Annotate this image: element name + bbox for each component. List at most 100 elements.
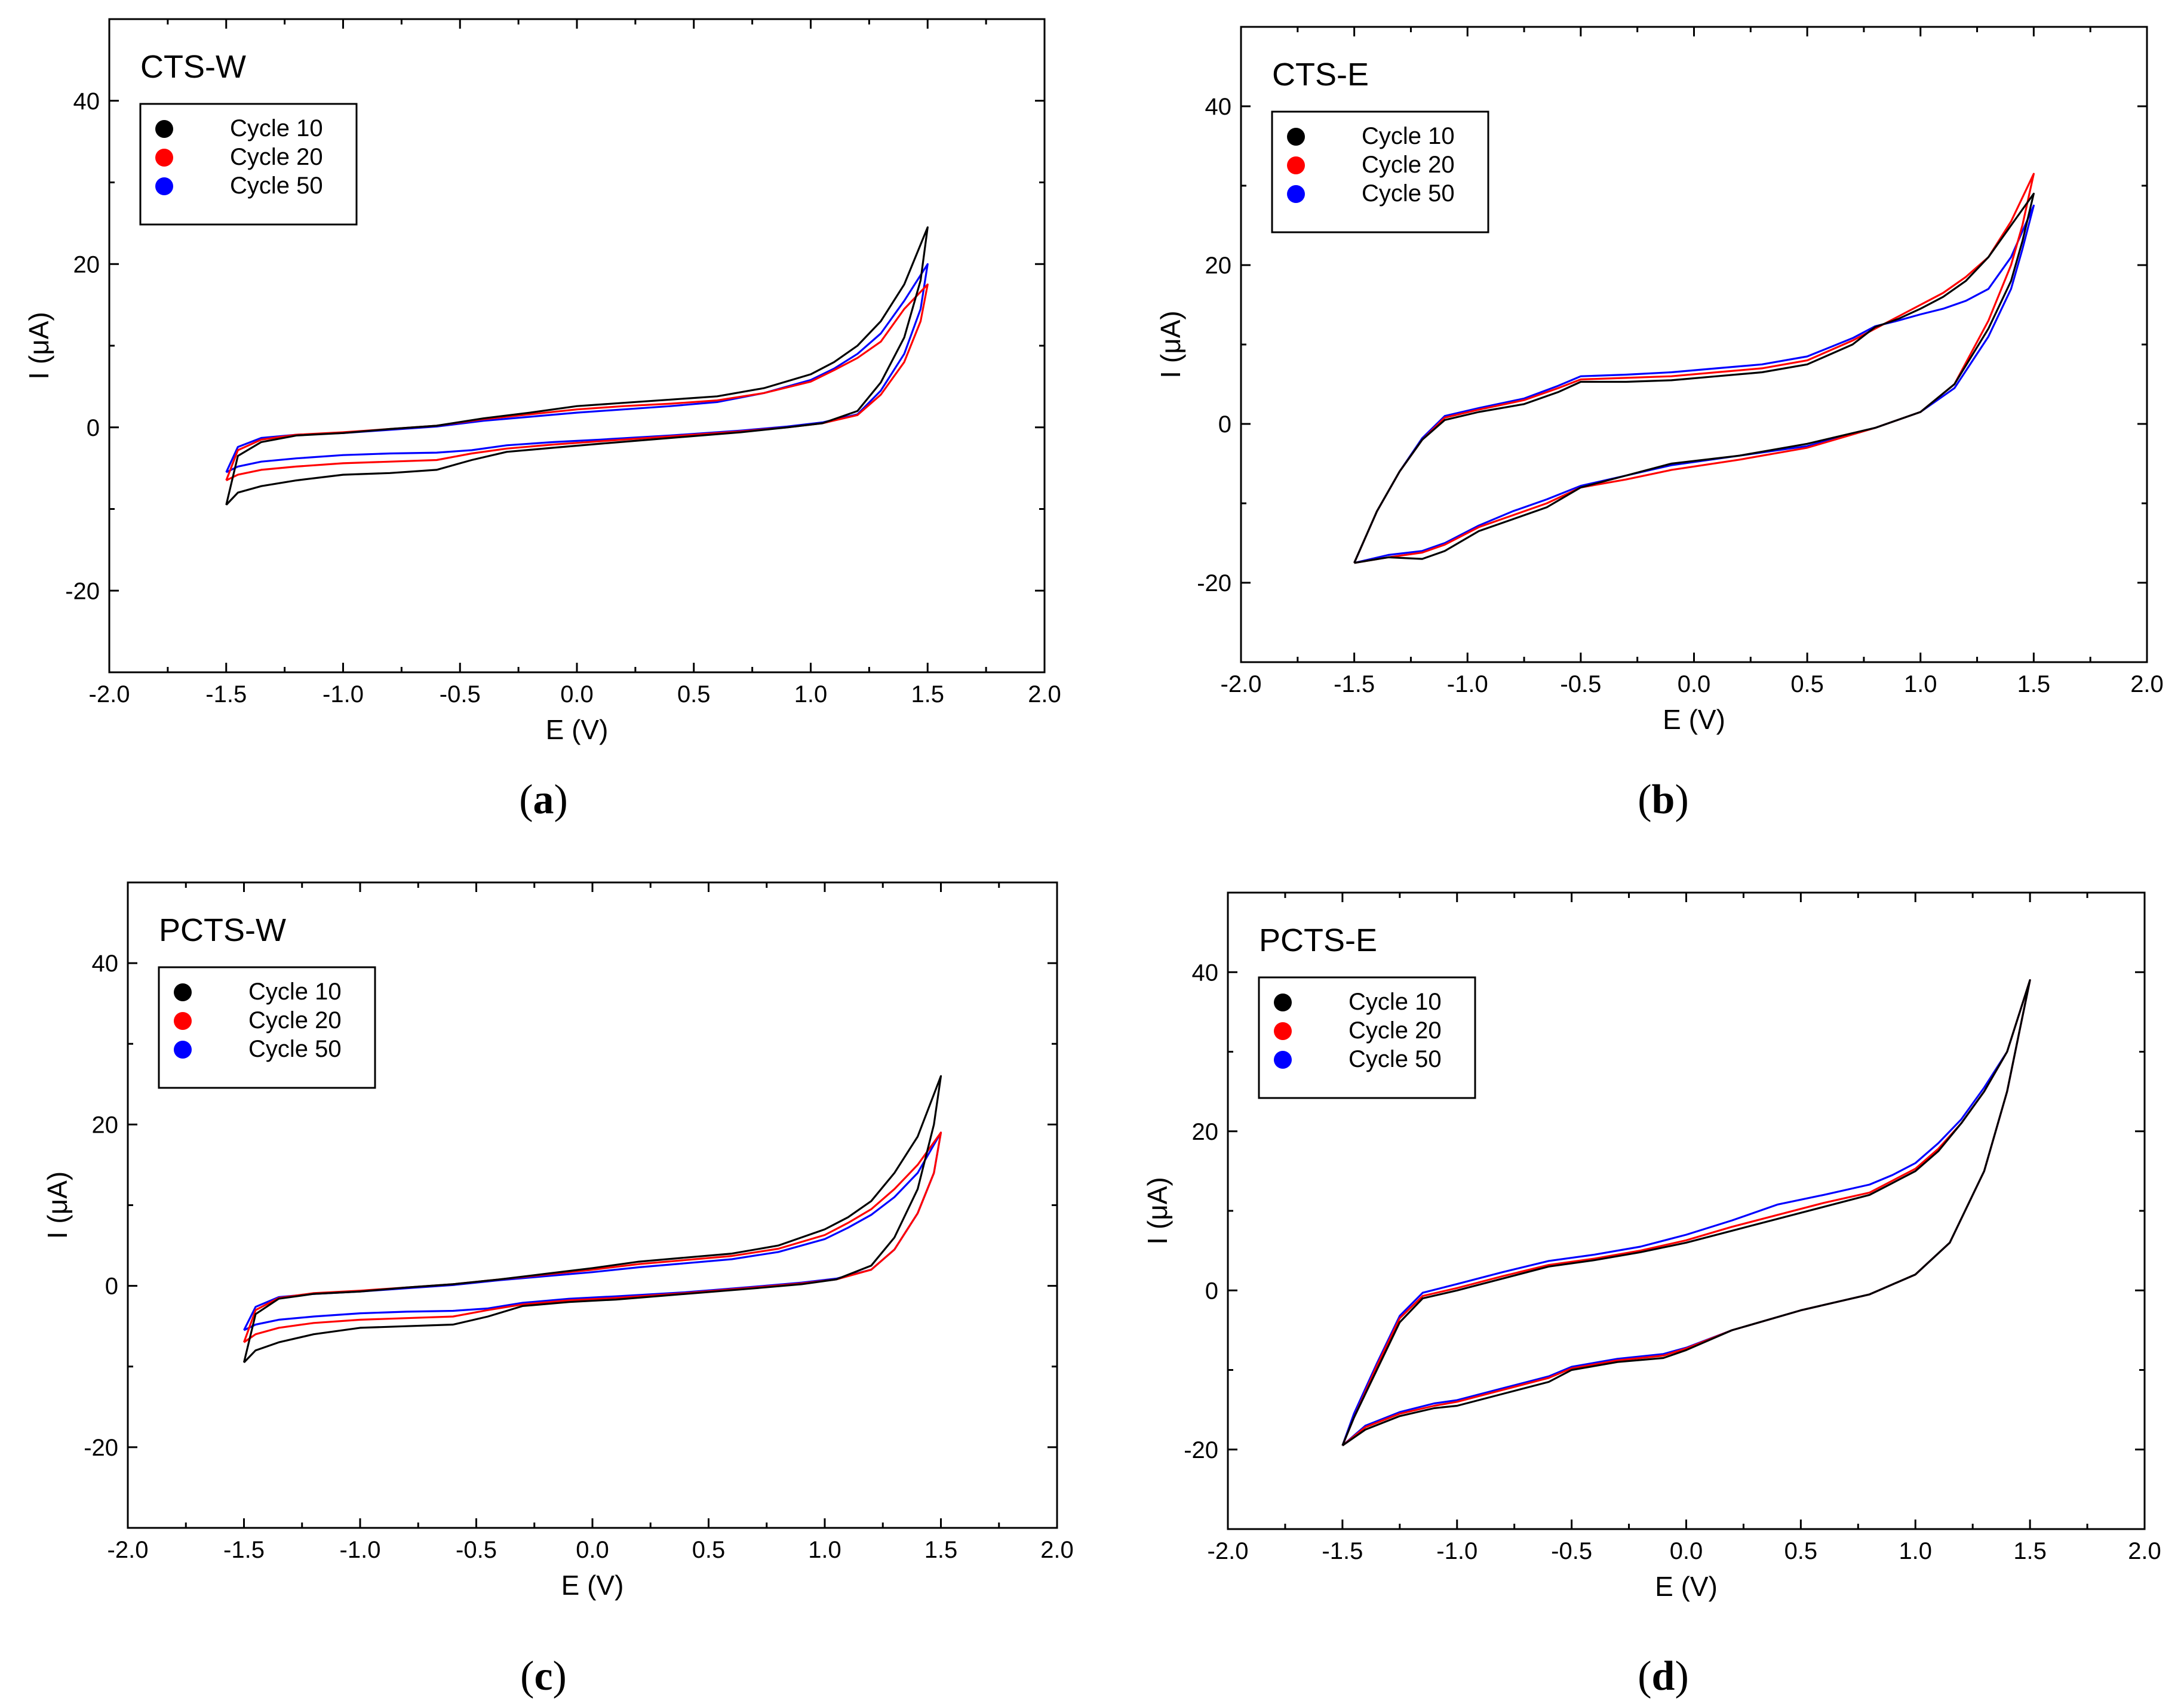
y-axis-title: I (μA) (42, 1171, 73, 1239)
panel-title: PCTS-W (159, 912, 286, 948)
x-tick-label: 0.0 (560, 681, 594, 708)
x-tick-label: -1.5 (223, 1537, 265, 1563)
x-tick-label: 0.5 (677, 681, 711, 708)
legend-label: Cycle 10 (248, 979, 342, 1005)
legend-marker (1287, 185, 1305, 203)
legend-marker (1274, 994, 1292, 1011)
series-line-cycle-50 (1353, 204, 2035, 564)
y-tick-label: 40 (1192, 959, 1219, 986)
x-tick-label: -0.5 (1560, 671, 1601, 697)
legend-marker (174, 983, 192, 1001)
x-tick-label: 1.5 (911, 681, 944, 708)
x-tick-label: 0.5 (1784, 1538, 1818, 1564)
series-line-cycle-10 (1353, 192, 2035, 564)
series-line-cycle-20 (242, 1131, 942, 1343)
panel-caption: (c) (520, 1653, 567, 1699)
x-tick-label: 1.5 (924, 1537, 958, 1563)
x-tick-label: -0.5 (1551, 1538, 1592, 1564)
x-tick-label: 1.0 (794, 681, 828, 708)
legend-box (158, 966, 376, 1089)
x-tick-label: -1.0 (322, 681, 364, 708)
x-tick-label: 0.0 (576, 1537, 609, 1563)
x-tick-label: 1.5 (2013, 1538, 2047, 1564)
legend-marker (155, 120, 173, 138)
panel-title: CTS-W (140, 49, 246, 85)
x-tick-label: -2.0 (1208, 1538, 1249, 1564)
x-tick-label: 0.5 (692, 1537, 726, 1563)
x-axis-title: E (V) (1663, 704, 1725, 735)
x-tick-label: -1.0 (1436, 1538, 1477, 1564)
caption-letter: b (1652, 777, 1675, 823)
caption-letter: a (533, 777, 554, 823)
legend-marker (155, 177, 173, 195)
legend-label: Cycle 50 (248, 1036, 342, 1062)
panel-title: CTS-E (1272, 57, 1369, 93)
y-tick-label: 20 (73, 251, 100, 278)
y-tick-label: -20 (65, 578, 100, 604)
panel-title: PCTS-E (1259, 922, 1377, 958)
y-tick-label: 0 (1218, 411, 1231, 438)
x-tick-label: -1.5 (1334, 671, 1375, 697)
x-tick-label: 0.0 (1670, 1538, 1703, 1564)
x-tick-label: 1.0 (1904, 671, 1937, 697)
y-tick-label: 40 (73, 88, 100, 115)
legend-label: Cycle 20 (248, 1007, 342, 1034)
legend-label: Cycle 50 (1349, 1046, 1442, 1072)
series-line-cycle-10 (1341, 979, 2031, 1447)
chart-panel-c: -2.0 -1.5 -1.0 -0.5 0.0 0.5 1.0 1.5 2.0 -20 0 20 40 E… (42, 881, 1074, 1699)
series-line-cycle-20 (225, 283, 929, 482)
panel-caption: (d) (1638, 1653, 1689, 1699)
y-tick-label: -20 (1197, 570, 1231, 596)
x-tick-label: -1.5 (1322, 1538, 1363, 1564)
legend-marker (174, 1012, 192, 1030)
chart-panel-d: -2.0 -1.5 -1.0 -0.5 0.0 0.5 1.0 1.5 2.0 -20 0 20 40 E… (1142, 891, 2161, 1699)
legend-label: Cycle 50 (230, 173, 323, 199)
y-axis-title: I (μA) (1155, 310, 1186, 378)
x-tick-label: 1.5 (2017, 671, 2051, 697)
y-axis-title: I (μA) (23, 312, 54, 379)
series-line-cycle-10 (242, 1075, 942, 1364)
x-axis-title: E (V) (561, 1570, 624, 1601)
x-tick-label: 2.0 (2130, 671, 2164, 697)
panel-caption: (b) (1638, 777, 1689, 823)
x-tick-label: 2.0 (1028, 681, 1061, 708)
y-tick-label: 0 (105, 1274, 118, 1300)
legend-marker (1274, 1022, 1292, 1040)
x-tick-label: 0.0 (1678, 671, 1711, 697)
legend-label: Cycle 20 (1349, 1017, 1442, 1044)
y-tick-label: 20 (92, 1112, 119, 1138)
x-tick-label: -2.0 (89, 681, 130, 708)
y-axis-title: I (μA) (1142, 1177, 1173, 1244)
legend-label: Cycle 10 (230, 115, 323, 142)
legend-box (139, 103, 358, 226)
x-tick-label: -1.0 (340, 1537, 381, 1563)
y-tick-label: 20 (1205, 253, 1232, 279)
x-tick-label: 1.0 (808, 1537, 841, 1563)
y-tick-label: 40 (92, 951, 119, 977)
y-tick-label: -20 (1184, 1437, 1218, 1463)
legend-label: Cycle 50 (1362, 180, 1455, 207)
y-tick-label: 0 (1205, 1278, 1218, 1304)
legend-label: Cycle 10 (1349, 989, 1442, 1015)
x-tick-label: -1.0 (1447, 671, 1488, 697)
legend-label: Cycle 20 (1362, 152, 1455, 178)
legend-box (1258, 976, 1476, 1099)
x-tick-label: 1.0 (1899, 1538, 1932, 1564)
x-tick-label: 0.5 (1790, 671, 1824, 697)
x-tick-label: 2.0 (2128, 1538, 2161, 1564)
y-tick-label: 40 (1205, 94, 1232, 120)
x-axis-title: E (V) (1655, 1571, 1718, 1602)
caption-letter: c (534, 1653, 552, 1699)
chart-panel-b: -2.0 -1.5 -1.0 -0.5 0.0 0.5 1.0 1.5 2.0 -20 0 20 40 E… (1155, 26, 2164, 823)
panel-caption: (a) (519, 777, 568, 823)
series-line-cycle-50 (225, 263, 929, 473)
x-tick-label: -2.0 (1221, 671, 1262, 697)
x-tick-label: 2.0 (1040, 1537, 1074, 1563)
x-tick-label: -1.5 (205, 681, 247, 708)
series-line-cycle-10 (225, 226, 929, 506)
legend-marker (1287, 128, 1305, 146)
legend-box (1271, 110, 1489, 233)
caption-letter: d (1652, 1653, 1675, 1699)
x-axis-title: E (V) (546, 714, 609, 745)
legend-marker (155, 149, 173, 167)
